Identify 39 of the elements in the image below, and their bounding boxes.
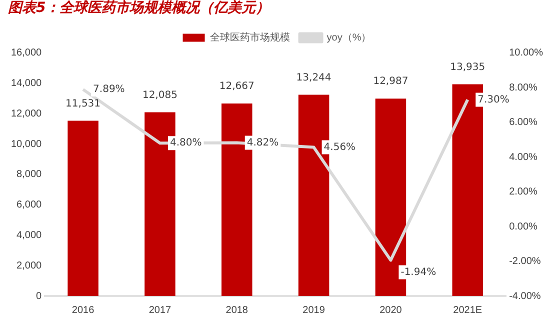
- y-tick-label: 0: [36, 290, 42, 302]
- y-tick-label: 6,000: [16, 200, 42, 211]
- data-label: 12,085: [142, 90, 178, 101]
- y2-tick-label: 0.00%: [509, 221, 538, 232]
- x-tick-label: 2017: [148, 304, 172, 316]
- y2-tick-label: 8.00%: [509, 82, 538, 94]
- legend-label: 全球医药市场规模: [210, 32, 290, 44]
- y-tick-label: 14,000: [10, 78, 42, 89]
- x-tick-label: 2016: [72, 304, 95, 316]
- y2-tick-label: -4.00%: [509, 290, 541, 302]
- data-label: -1.94%: [400, 266, 436, 278]
- y2-tick-label: -2.00%: [509, 256, 541, 268]
- data-label: 11,531: [66, 98, 101, 110]
- y-tick-label: 12,000: [10, 108, 42, 120]
- y-tick-label: 16,000: [10, 48, 42, 59]
- y2-tick-label: 6.00%: [509, 117, 538, 128]
- data-label: 12,987: [373, 76, 408, 88]
- data-label: 4.80%: [170, 138, 202, 149]
- y2-tick-label: 2.00%: [509, 186, 538, 198]
- bar: [68, 120, 98, 296]
- x-tick-label: 2020: [380, 304, 402, 316]
- y2-tick-label: 4.00%: [509, 152, 538, 163]
- y-tick-label: 2,000: [16, 260, 42, 272]
- data-label: 7.30%: [478, 94, 510, 106]
- data-label: 12,667: [219, 81, 254, 92]
- data-label: 13,935: [450, 62, 486, 73]
- data-label: 4.82%: [246, 137, 279, 148]
- y-tick-label: 8,000: [16, 169, 42, 180]
- data-label: 7.89%: [93, 84, 125, 96]
- data-label: 13,244: [296, 72, 332, 84]
- x-tick-label: 2019: [302, 304, 326, 316]
- y-tick-label: 4,000: [16, 230, 42, 241]
- y2-tick-label: 10.00%: [509, 48, 544, 59]
- y-tick-label: 10,000: [10, 138, 42, 150]
- x-tick-label: 2021E: [453, 304, 482, 316]
- x-tick-label: 2018: [226, 304, 248, 316]
- legend-label: yoy（%）: [326, 32, 372, 44]
- chart-title: 图表5：全球医药市场规模概况（亿美元）: [8, 0, 270, 16]
- data-label: 4.56%: [324, 142, 356, 153]
